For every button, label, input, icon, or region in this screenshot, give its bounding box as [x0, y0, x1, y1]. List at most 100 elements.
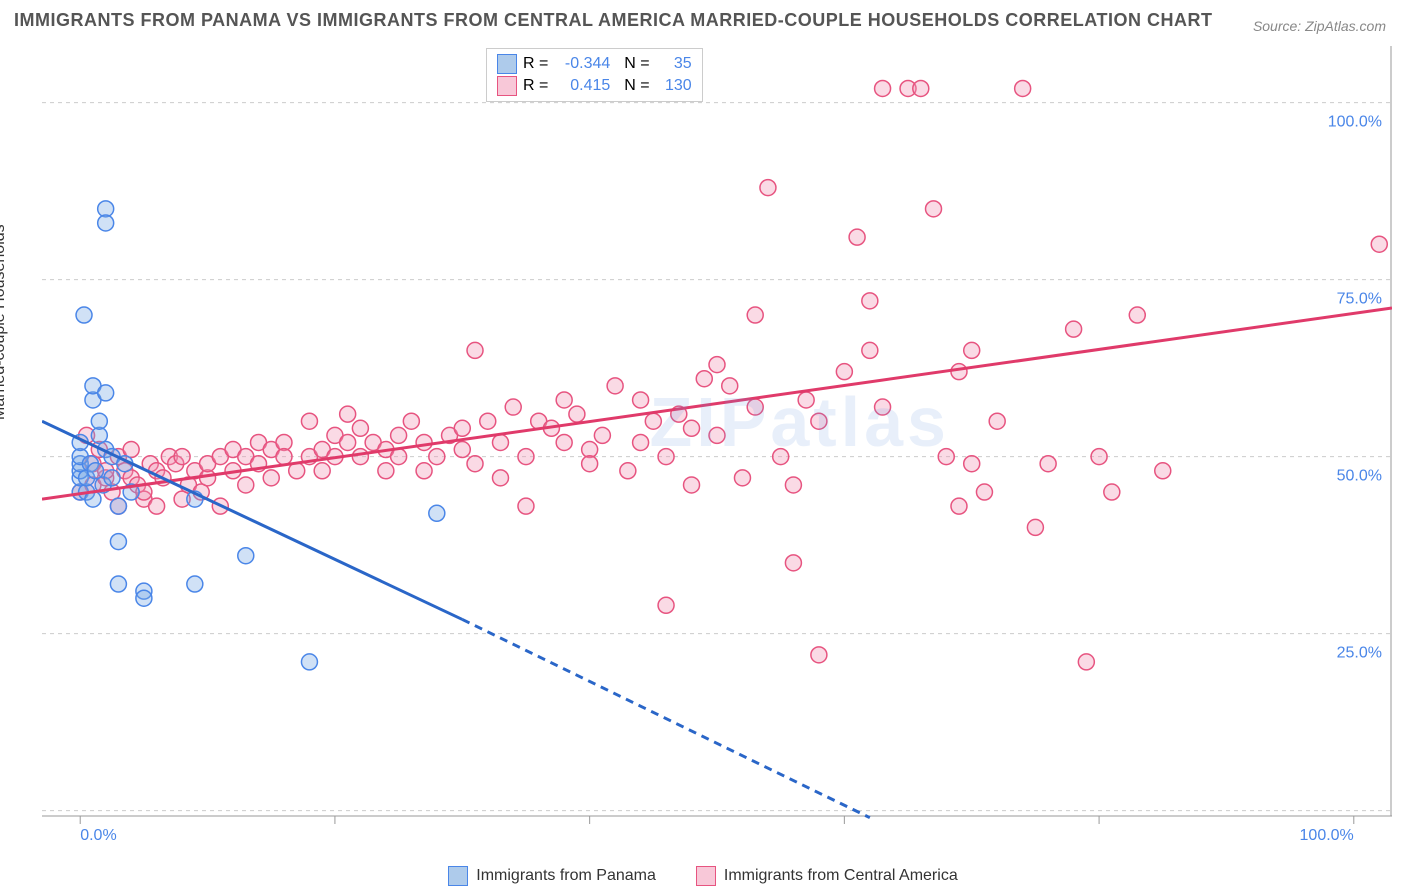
panama-point [238, 548, 254, 564]
central-america-point [722, 378, 738, 394]
central-america-point [582, 456, 598, 472]
central-america-point [684, 420, 700, 436]
central-america-point [747, 399, 763, 415]
central-america-point [352, 420, 368, 436]
panama-point [187, 576, 203, 592]
central-america-point [276, 449, 292, 465]
central-america-point [785, 477, 801, 493]
central-america-point [684, 477, 700, 493]
central-america-point [391, 449, 407, 465]
central-america-point [926, 201, 942, 217]
panama-point [110, 498, 126, 514]
series-swatch [497, 76, 517, 96]
central-america-point [238, 477, 254, 493]
central-america-point [480, 413, 496, 429]
central-america-point [862, 293, 878, 309]
central-america-point [976, 484, 992, 500]
central-america-point [518, 498, 534, 514]
central-america-point [620, 463, 636, 479]
panama-point [98, 215, 114, 231]
central-america-point [798, 392, 814, 408]
n-label: N = [624, 75, 649, 97]
x-legend-label: Immigrants from Central America [724, 867, 958, 885]
x-legend: Immigrants from Panama Immigrants from Ce… [0, 866, 1406, 886]
central-america-point [989, 413, 1005, 429]
central-america-point [454, 420, 470, 436]
y-tick-label: 75.0% [1337, 291, 1382, 308]
central-america-point [340, 406, 356, 422]
scatter-plot: 25.0% 50.0% 75.0% 100.0% 0.0% 100.0% [42, 46, 1392, 846]
series-swatch [448, 866, 468, 886]
central-america-point [505, 399, 521, 415]
central-america-point [301, 413, 317, 429]
central-america-point [1091, 449, 1107, 465]
panama-point [110, 534, 126, 550]
y-axis-label: Married-couple Households [0, 224, 9, 420]
central-america-point [747, 307, 763, 323]
central-america-point [696, 371, 712, 387]
central-america-point [964, 342, 980, 358]
series-swatch [497, 54, 517, 74]
central-america-point [1104, 484, 1120, 500]
central-america-point [773, 449, 789, 465]
panama-point [87, 463, 103, 479]
n-value: 130 [656, 75, 692, 97]
central-america-point [1040, 456, 1056, 472]
panama-point [110, 576, 126, 592]
central-america-point [492, 434, 508, 450]
central-america-trend [42, 308, 1392, 499]
central-america-point [1015, 80, 1031, 96]
x-legend-label: Immigrants from Panama [476, 867, 656, 885]
central-america-point [709, 427, 725, 443]
central-america-point [607, 378, 623, 394]
central-america-point [658, 597, 674, 613]
source-label: Source: ZipAtlas.com [1253, 18, 1386, 34]
r-label: R = [523, 53, 548, 75]
central-america-point [1129, 307, 1145, 323]
r-value: -0.344 [554, 53, 610, 75]
central-america-point [1027, 519, 1043, 535]
x-tick-label: 100.0% [1300, 827, 1354, 844]
central-america-point [492, 470, 508, 486]
central-america-point [734, 470, 750, 486]
central-america-point [454, 442, 470, 458]
central-america-point [964, 456, 980, 472]
central-america-point [352, 449, 368, 465]
central-america-point [340, 434, 356, 450]
central-america-point [633, 434, 649, 450]
central-america-point [658, 449, 674, 465]
central-america-point [391, 427, 407, 443]
x-tick-label: 0.0% [80, 827, 116, 844]
panama-point [136, 590, 152, 606]
panama-point [76, 307, 92, 323]
central-america-point [416, 463, 432, 479]
y-tick-label: 50.0% [1337, 468, 1382, 485]
central-america-point [556, 392, 572, 408]
panama-point [91, 413, 107, 429]
n-label: N = [624, 53, 649, 75]
central-america-point [569, 406, 585, 422]
central-america-point [378, 463, 394, 479]
panama-point [301, 654, 317, 670]
stats-row: R = -0.344 N = 35 [497, 53, 692, 75]
central-america-point [811, 647, 827, 663]
central-america-point [913, 80, 929, 96]
chart-container: IMMIGRANTS FROM PANAMA VS IMMIGRANTS FRO… [0, 0, 1406, 892]
panama-point [429, 505, 445, 521]
central-america-point [862, 342, 878, 358]
central-america-point [951, 498, 967, 514]
y-tick-label: 100.0% [1328, 114, 1382, 131]
central-america-point [594, 427, 610, 443]
central-america-point [429, 449, 445, 465]
central-america-point [174, 449, 190, 465]
y-tick-label: 25.0% [1337, 645, 1382, 662]
central-america-point [875, 399, 891, 415]
n-value: 35 [656, 53, 692, 75]
central-america-point [416, 434, 432, 450]
central-america-point [951, 364, 967, 380]
central-america-point [518, 449, 534, 465]
stats-row: R =0.415N =130 [497, 75, 692, 97]
panama-trend-dashed [462, 619, 870, 817]
central-america-point [836, 364, 852, 380]
panama-point [98, 385, 114, 401]
